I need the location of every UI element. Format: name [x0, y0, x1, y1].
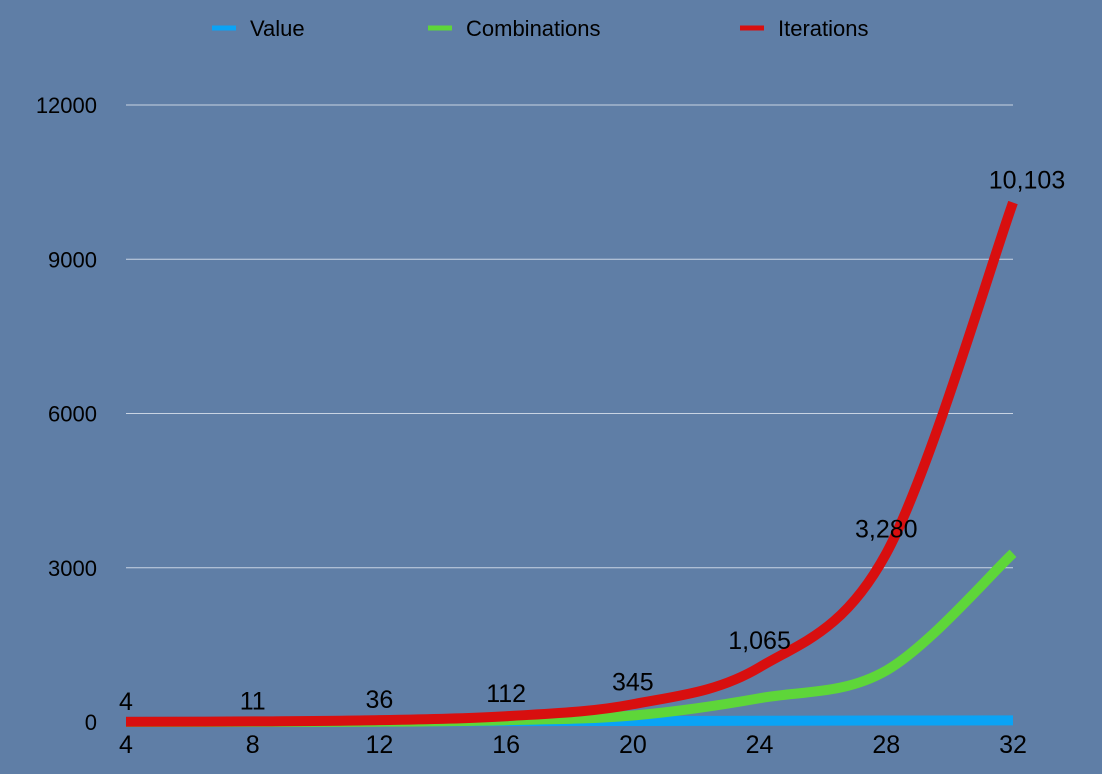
data-label: 4	[119, 688, 133, 716]
y-tick-label: 9000	[48, 247, 97, 272]
legend-label: Iterations	[778, 16, 869, 41]
data-label: 36	[366, 686, 394, 714]
data-label: 11	[240, 687, 266, 715]
legend-label: Value	[250, 16, 305, 41]
legend: Value Combinations Iterations	[212, 16, 869, 41]
x-tick-label: 32	[999, 731, 1027, 759]
x-tick-label: 20	[619, 731, 647, 759]
x-tick-label: 16	[492, 731, 520, 759]
y-axis-ticks: 0 3000 6000 9000 12000	[36, 93, 97, 735]
data-labels: 4 11 36 112 345 1,065 3,280 10,103	[119, 167, 1065, 716]
data-label: 345	[612, 668, 654, 696]
gridlines	[126, 104, 1013, 569]
legend-label: Combinations	[466, 16, 601, 41]
y-tick-label: 0	[85, 710, 97, 735]
x-tick-label: 12	[366, 731, 394, 759]
x-axis-ticks: 4 8 12 16 20 24 28 32	[119, 731, 1027, 759]
data-label: 3,280	[855, 515, 918, 543]
data-label: 1,065	[728, 627, 791, 655]
y-tick-label: 3000	[48, 556, 97, 581]
series-lines	[125, 200, 1018, 727]
y-tick-label: 12000	[36, 93, 97, 118]
x-tick-label: 28	[872, 731, 900, 759]
x-tick-label: 4	[119, 731, 133, 759]
x-tick-label: 24	[746, 731, 774, 759]
y-tick-label: 6000	[48, 402, 97, 427]
series-line-iterations	[125, 200, 1018, 727]
x-tick-label: 8	[246, 731, 260, 759]
data-label: 10,103	[989, 167, 1065, 195]
data-label: 112	[486, 680, 526, 708]
